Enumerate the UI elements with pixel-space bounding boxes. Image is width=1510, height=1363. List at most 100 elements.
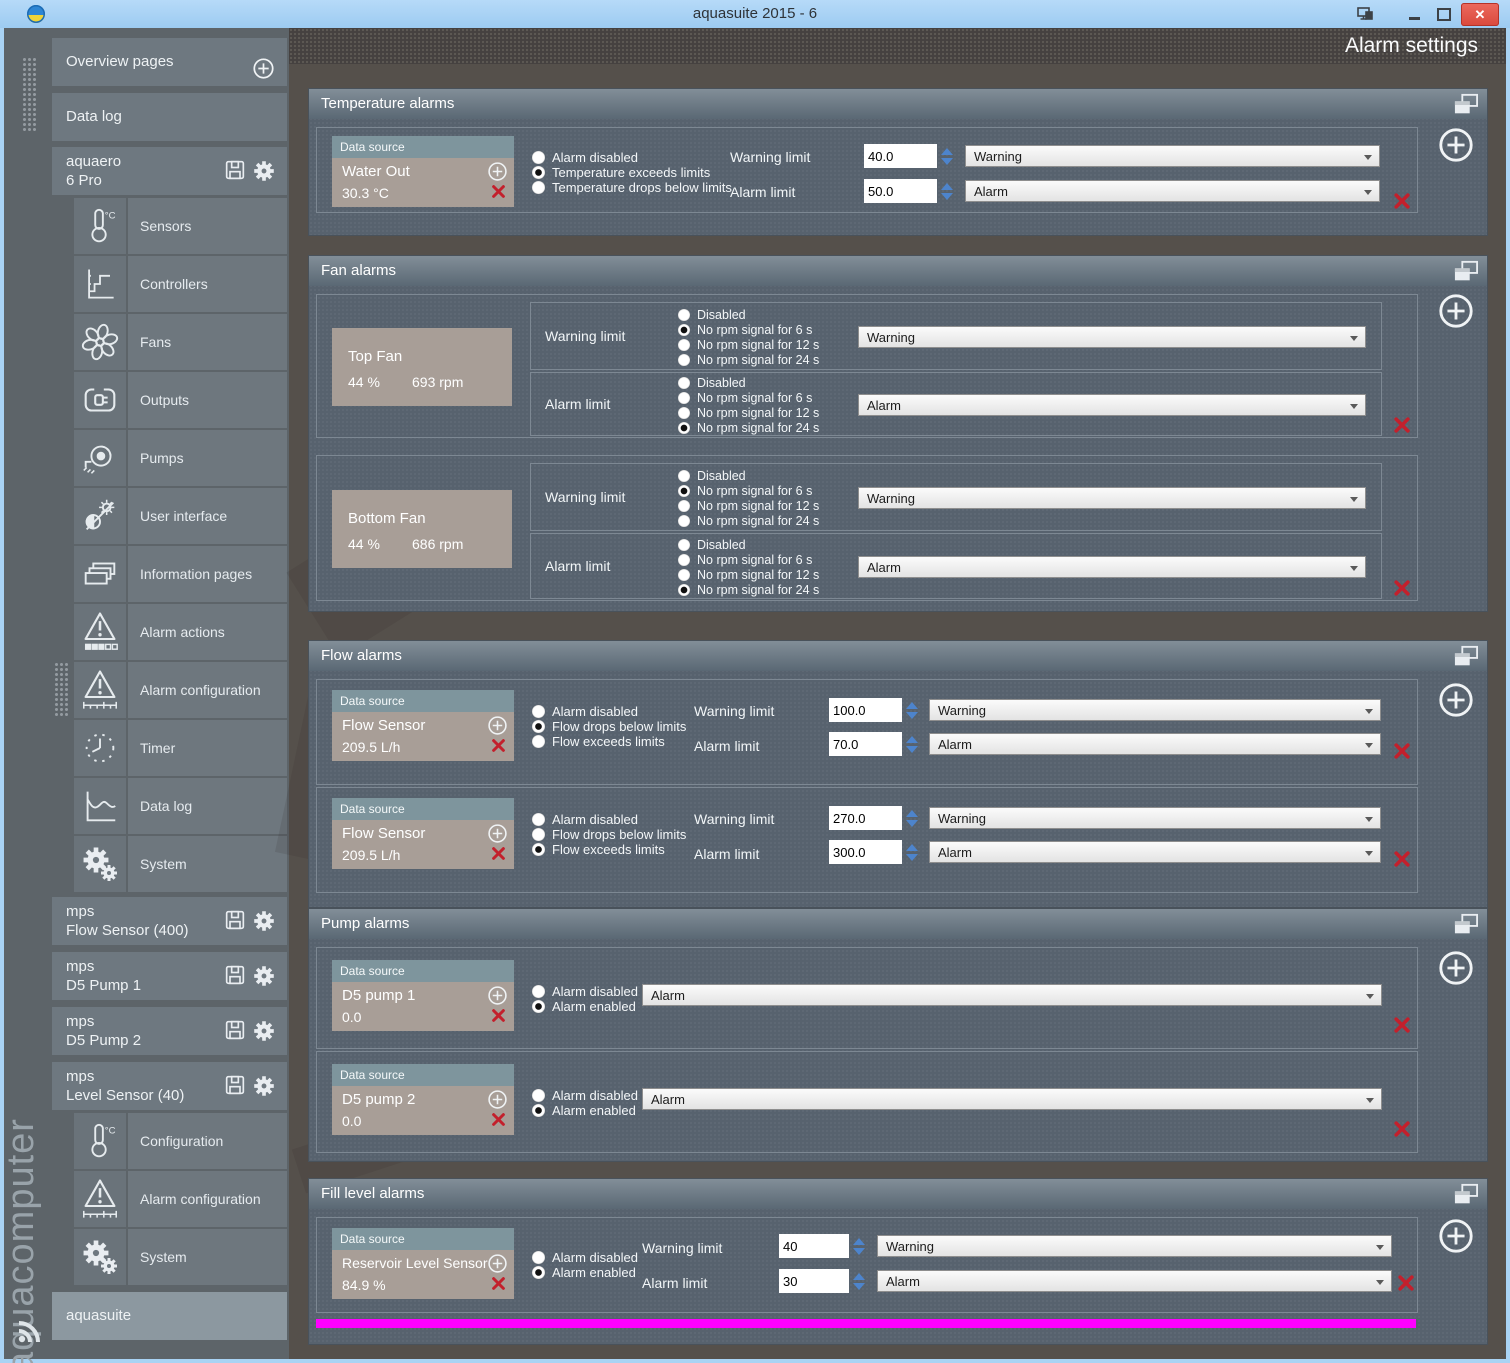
radio-alarm-disabled[interactable]: Alarm disabled — [532, 150, 638, 165]
alarm-action-select[interactable]: Alarm — [858, 394, 1366, 416]
add-alarm-button[interactable] — [1437, 292, 1475, 330]
radio-disabled[interactable]: Disabled — [678, 538, 746, 552]
radio-no-rpm-6s[interactable]: No rpm signal for 6 s — [678, 323, 812, 337]
radio-icon[interactable] — [678, 554, 690, 566]
delete-alarm-icon[interactable] — [1393, 579, 1411, 597]
radio-icon[interactable] — [532, 1088, 545, 1102]
sidebar-item-data-log-sub[interactable]: Data log — [128, 778, 287, 834]
delete-alarm-icon[interactable] — [1393, 416, 1411, 434]
undock-section-icon[interactable] — [1452, 645, 1480, 669]
radio-icon[interactable] — [678, 392, 690, 404]
alarm-limit-stepper[interactable] — [938, 179, 955, 203]
radio-icon[interactable] — [532, 812, 545, 826]
radio-no-rpm-12s[interactable]: No rpm signal for 12 s — [678, 568, 819, 582]
alarm-limit-stepper[interactable] — [850, 1269, 867, 1293]
radio-icon[interactable] — [532, 719, 545, 733]
sidebar-item-overview-pages[interactable]: Overview pages — [52, 38, 287, 86]
delete-alarm-icon[interactable] — [1393, 1120, 1411, 1138]
radio-icon[interactable] — [678, 470, 690, 482]
radio-no-rpm-24s[interactable]: No rpm signal for 24 s — [678, 421, 819, 435]
add-page-icon[interactable] — [252, 57, 275, 80]
pick-source-icon[interactable] — [487, 823, 508, 844]
warning-limit-input[interactable] — [829, 698, 902, 722]
radio-icon[interactable] — [678, 324, 690, 336]
add-alarm-button[interactable] — [1437, 126, 1475, 164]
sidebar-item-pumps[interactable]: Pumps — [128, 430, 287, 486]
warning-limit-stepper[interactable] — [938, 144, 955, 168]
alarm-action-select[interactable]: Alarm — [642, 1088, 1382, 1110]
warning-limit-stepper[interactable] — [903, 806, 920, 830]
delete-alarm-icon[interactable] — [1393, 742, 1411, 760]
sidebar-item-system[interactable]: System — [128, 836, 287, 892]
pick-source-icon[interactable] — [487, 1089, 508, 1110]
radio-no-rpm-24s[interactable]: No rpm signal for 24 s — [678, 353, 819, 367]
warning-limit-input[interactable] — [829, 806, 902, 830]
sidebar-item-fans[interactable]: Fans — [128, 314, 287, 370]
radio-alarm-enabled[interactable]: Alarm enabled — [532, 1265, 636, 1280]
add-alarm-button[interactable] — [1437, 949, 1475, 987]
alarm-action-select[interactable]: Alarm — [929, 841, 1381, 863]
radio-icon[interactable] — [678, 407, 690, 419]
sidebar-item-alarm-actions[interactable]: Alarm actions — [128, 604, 287, 660]
alarm-limit-input[interactable] — [779, 1269, 849, 1293]
radio-no-rpm-6s[interactable]: No rpm signal for 6 s — [678, 391, 812, 405]
save-icon[interactable] — [225, 1020, 245, 1040]
radio-flow-exceeds[interactable]: Flow exceeds limits — [532, 734, 665, 749]
radio-icon[interactable] — [532, 734, 545, 748]
radio-alarm-disabled[interactable]: Alarm disabled — [532, 812, 638, 827]
gear-icon[interactable] — [253, 965, 275, 987]
radio-no-rpm-24s[interactable]: No rpm signal for 24 s — [678, 583, 819, 597]
clear-source-icon[interactable] — [491, 1276, 506, 1291]
save-icon[interactable] — [225, 160, 245, 180]
clear-source-icon[interactable] — [491, 738, 506, 753]
radio-icon[interactable] — [532, 842, 545, 856]
radio-temp-exceeds[interactable]: Temperature exceeds limits — [532, 165, 710, 180]
radio-no-rpm-24s[interactable]: No rpm signal for 24 s — [678, 514, 819, 528]
warning-limit-input[interactable] — [864, 144, 937, 168]
radio-alarm-enabled[interactable]: Alarm enabled — [532, 999, 636, 1014]
title-bar[interactable]: aquasuite 2015 - 6 ✕ — [0, 0, 1510, 28]
radio-alarm-enabled[interactable]: Alarm enabled — [532, 1103, 636, 1118]
gear-icon[interactable] — [253, 160, 275, 182]
radio-icon[interactable] — [532, 704, 545, 718]
radio-alarm-disabled[interactable]: Alarm disabled — [532, 1250, 638, 1265]
clear-source-icon[interactable] — [491, 1008, 506, 1023]
radio-icon[interactable] — [678, 539, 690, 551]
delete-alarm-icon[interactable] — [1393, 850, 1411, 868]
radio-disabled[interactable]: Disabled — [678, 308, 746, 322]
radio-flow-drops[interactable]: Flow drops below limits — [532, 827, 686, 842]
maximize-button[interactable] — [1437, 8, 1451, 21]
pick-source-icon[interactable] — [487, 715, 508, 736]
sidebar-group-mps-d5-pump-1[interactable]: mps D5 Pump 1 — [52, 952, 287, 1000]
gear-icon[interactable] — [253, 910, 275, 932]
pick-source-icon[interactable] — [487, 985, 508, 1006]
sidebar-group-aquaero-6-pro[interactable]: aquaero 6 Pro — [52, 147, 287, 195]
sidebar-item-alarm-configuration[interactable]: Alarm configuration — [128, 662, 287, 718]
radio-icon[interactable] — [678, 422, 690, 434]
alarm-action-select[interactable]: Alarm — [858, 556, 1366, 578]
save-icon[interactable] — [225, 1075, 245, 1095]
radio-icon[interactable] — [678, 354, 690, 366]
rss-icon[interactable] — [14, 1316, 44, 1346]
radio-icon[interactable] — [678, 515, 690, 527]
radio-disabled[interactable]: Disabled — [678, 376, 746, 390]
radio-icon[interactable] — [678, 569, 690, 581]
desktop-mode-icon[interactable] — [1356, 5, 1374, 28]
warning-action-select[interactable]: Warning — [929, 807, 1381, 829]
warning-limit-stepper[interactable] — [850, 1234, 867, 1258]
sidebar-item-timer[interactable]: Timer — [128, 720, 287, 776]
undock-section-icon[interactable] — [1452, 260, 1480, 284]
undock-section-icon[interactable] — [1452, 913, 1480, 937]
radio-no-rpm-12s[interactable]: No rpm signal for 12 s — [678, 406, 819, 420]
alarm-action-select[interactable]: Alarm — [877, 1270, 1392, 1292]
radio-icon[interactable] — [678, 584, 690, 596]
warning-action-select[interactable]: Warning — [929, 699, 1381, 721]
warning-action-select[interactable]: Warning — [858, 326, 1366, 348]
save-icon[interactable] — [225, 965, 245, 985]
radio-icon[interactable] — [678, 485, 690, 497]
radio-icon[interactable] — [532, 165, 545, 179]
radio-icon[interactable] — [678, 339, 690, 351]
save-icon[interactable] — [225, 910, 245, 930]
sidebar-item-controllers[interactable]: Controllers — [128, 256, 287, 312]
radio-icon[interactable] — [678, 377, 690, 389]
